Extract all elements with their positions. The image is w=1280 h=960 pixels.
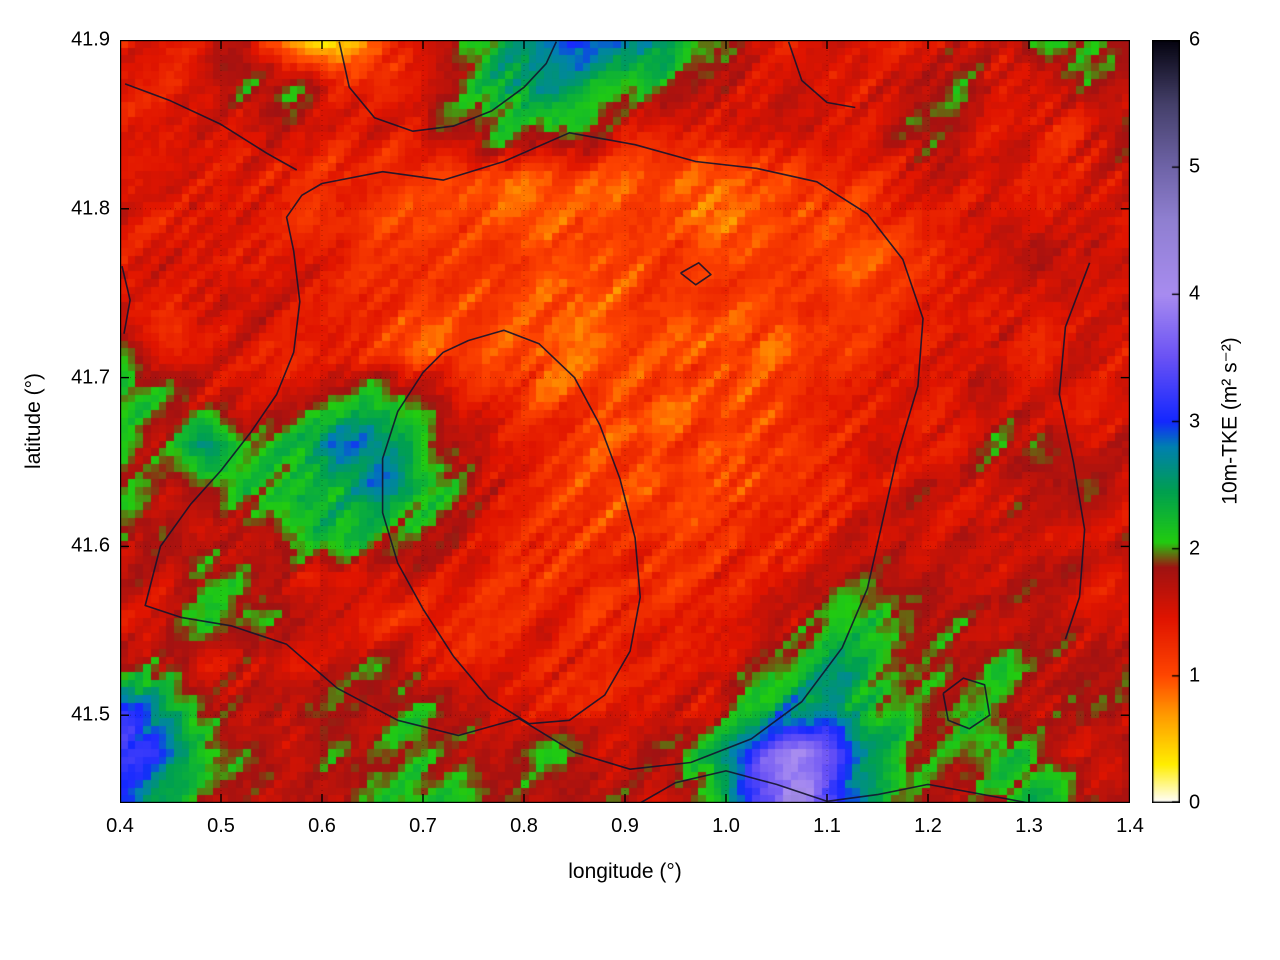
y-tick-label: 41.5 <box>71 703 110 726</box>
contour-overlay <box>120 40 1130 803</box>
contour-line <box>338 41 558 132</box>
colorbar-tick-label: 0 <box>1189 791 1201 814</box>
x-tick-label: 1.1 <box>813 815 841 837</box>
contour-line <box>121 266 131 334</box>
y-tick-label: 41.6 <box>71 534 110 557</box>
y-tick-label: 41.7 <box>71 366 110 389</box>
colorbar-tick-label: 2 <box>1189 537 1201 560</box>
contour-line <box>144 132 924 770</box>
x-tick-label: 1.0 <box>712 815 740 837</box>
x-tick-label: 0.4 <box>106 815 134 837</box>
colorbar-tick-label: 4 <box>1189 282 1201 305</box>
colorbar-tick-label: 1 <box>1189 664 1201 687</box>
x-tick-label: 1.2 <box>914 815 942 837</box>
contour-line <box>381 329 641 725</box>
x-tick-label: 1.3 <box>1015 815 1043 837</box>
contour-line <box>680 262 712 286</box>
y-tick-label: 41.9 <box>71 28 110 51</box>
contour-line <box>787 41 856 109</box>
x-tick-label: 0.6 <box>308 815 336 837</box>
x-tick-label: 0.7 <box>409 815 437 837</box>
contour-line <box>1058 262 1091 640</box>
contour-line <box>639 770 1030 803</box>
colorbar-label: 10m-TKE (m² s⁻²) <box>1218 337 1242 505</box>
x-axis-label: longitude (°) <box>568 860 682 883</box>
colorbar <box>1152 40 1180 803</box>
colorbar-tick-label: 3 <box>1189 410 1201 432</box>
x-tick-label: 0.9 <box>611 815 639 837</box>
contour-line <box>124 83 298 171</box>
plot-border <box>120 40 1130 803</box>
colorbar-tick-label: 6 <box>1189 28 1201 51</box>
y-axis-label: latitude (°) <box>22 373 45 469</box>
x-tick-label: 0.8 <box>510 815 538 837</box>
x-tick-label: 1.4 <box>1116 815 1144 837</box>
colorbar-tick-label: 5 <box>1189 155 1201 178</box>
y-tick-label: 41.8 <box>71 197 110 220</box>
contour-line <box>942 677 991 730</box>
x-tick-label: 0.5 <box>207 815 235 837</box>
heatmap-canvas <box>120 40 1130 803</box>
